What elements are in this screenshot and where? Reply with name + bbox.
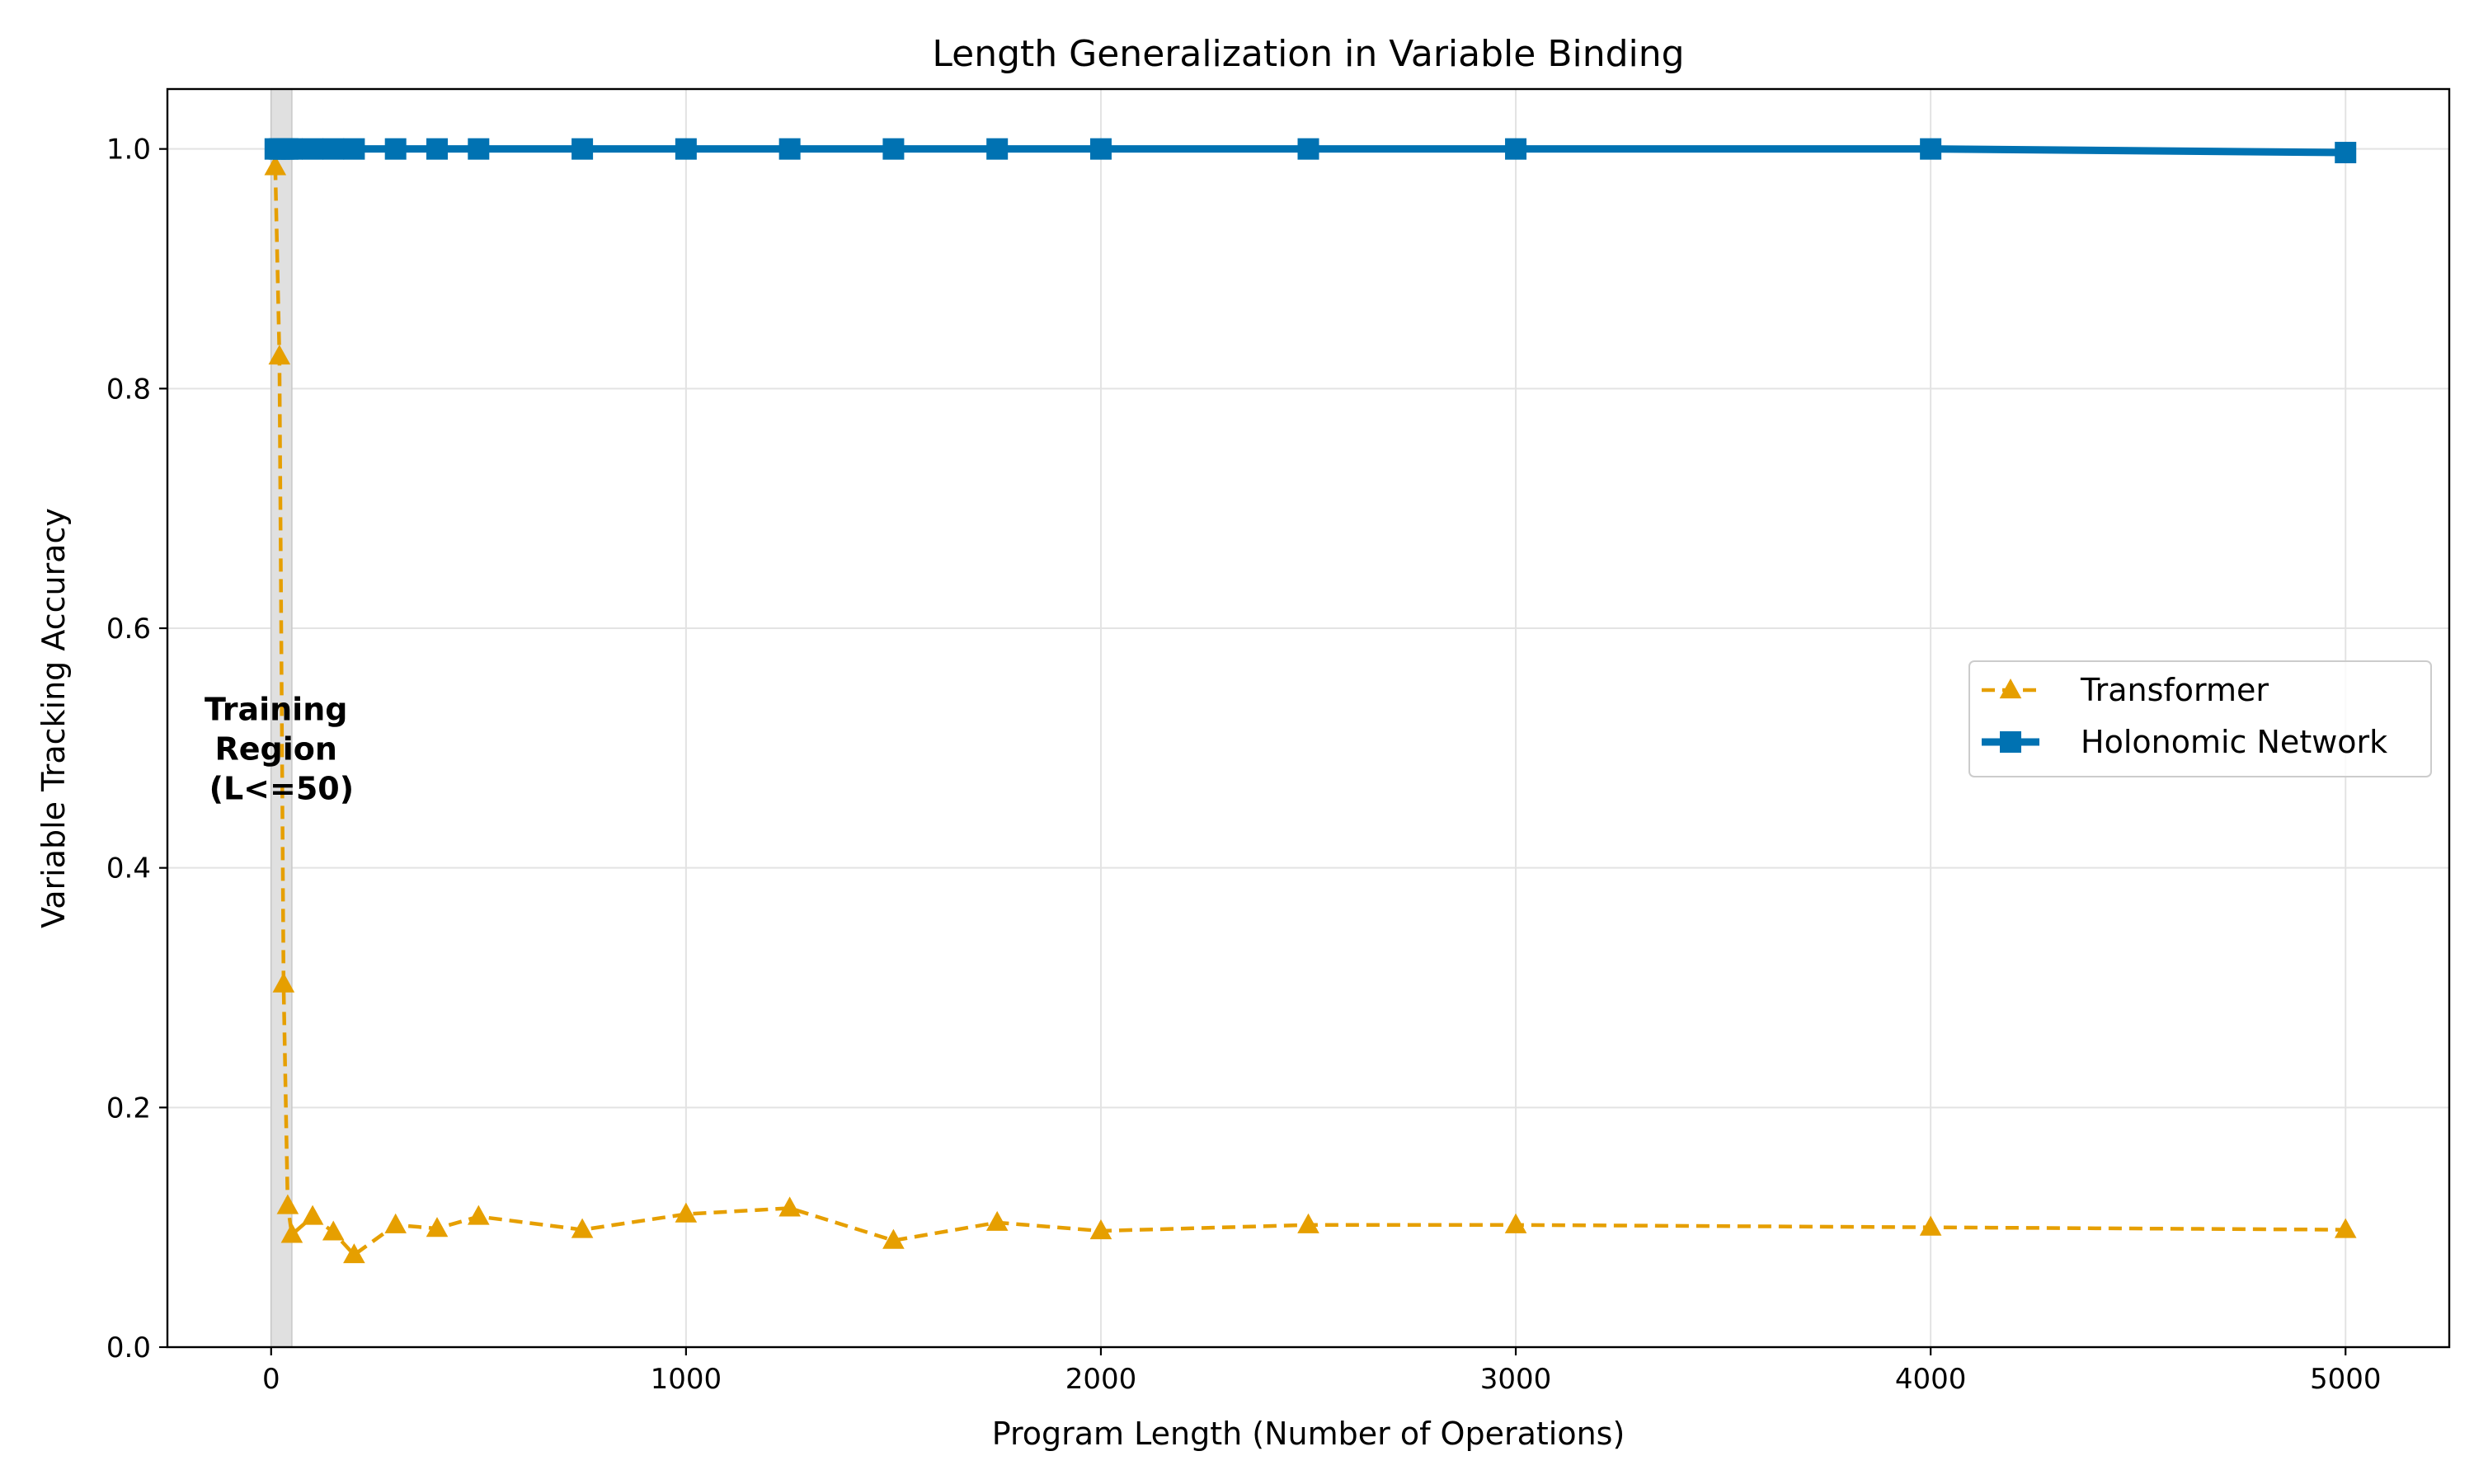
legend-swatch-transformer — [1982, 679, 2039, 699]
x-tick-label: 5000 — [2310, 1363, 2382, 1396]
point-holonomic-network — [280, 138, 303, 160]
training-region-annotation: Training Region (L<=50) — [205, 691, 359, 806]
point-holonomic-network — [778, 138, 801, 160]
point-transformer — [264, 155, 287, 176]
point-holonomic-network — [1505, 138, 1527, 160]
point-transformer — [1089, 1219, 1112, 1240]
plot-frame — [166, 87, 2451, 1349]
x-tick-label: 0 — [262, 1363, 280, 1396]
point-transformer — [675, 1202, 698, 1223]
point-holonomic-network — [384, 138, 407, 160]
point-transformer — [882, 1228, 905, 1249]
point-transformer — [384, 1213, 407, 1233]
chart-title: Length Generalization in Variable Bindin… — [932, 33, 1684, 75]
point-transformer — [426, 1217, 449, 1237]
point-holonomic-network — [322, 138, 345, 160]
x-tick-label: 1000 — [651, 1363, 722, 1396]
point-holonomic-network — [2335, 142, 2357, 164]
series-holonomic-network — [264, 138, 2357, 164]
legend-swatch-holonomic-network — [1982, 731, 2039, 753]
point-transformer — [276, 1194, 299, 1214]
point-transformer — [322, 1220, 345, 1241]
y-tick-label: 0.0 — [106, 1331, 151, 1364]
series-transformer — [264, 155, 2357, 1264]
point-transformer — [2334, 1218, 2357, 1238]
point-holonomic-network — [426, 138, 449, 160]
point-transformer — [301, 1205, 324, 1225]
annotation-line: Training — [205, 691, 348, 727]
point-transformer — [280, 1223, 303, 1243]
point-holonomic-network — [1297, 138, 1319, 160]
point-holonomic-network — [468, 138, 490, 160]
point-transformer — [343, 1243, 365, 1264]
point-holonomic-network — [1089, 138, 1112, 160]
point-transformer — [272, 972, 295, 993]
y-tick-label: 0.4 — [106, 852, 151, 885]
point-transformer — [778, 1196, 801, 1217]
x-tick-label: 2000 — [1065, 1363, 1137, 1396]
x-tick-label: 4000 — [1895, 1363, 1967, 1396]
legend-marker — [1999, 679, 2022, 699]
y-tick-label: 0.8 — [106, 373, 151, 406]
point-holonomic-network — [343, 138, 365, 160]
series-layer — [264, 138, 2357, 1264]
point-transformer — [571, 1218, 594, 1238]
point-transformer — [468, 1205, 490, 1225]
point-transformer — [1504, 1213, 1527, 1233]
point-transformer — [268, 345, 291, 365]
annotation-line: Region — [215, 730, 337, 767]
legend: Transformer Holonomic Network — [1968, 660, 2432, 777]
y-tick-label: 0.2 — [106, 1092, 151, 1125]
point-transformer — [1297, 1213, 1319, 1233]
legend-marker — [2000, 731, 2021, 753]
y-tick-label: 0.6 — [106, 613, 151, 646]
point-transformer — [1919, 1215, 1942, 1236]
y-axis-label: Variable Tracking Accuracy — [35, 508, 72, 928]
legend-label-transformer: Transformer — [2080, 672, 2269, 708]
point-holonomic-network — [1920, 138, 1942, 160]
point-transformer — [985, 1210, 1009, 1231]
axis-ticks: 0 1000 2000 3000 4000 5000 0.0 0.2 0.4 0.6 0.8 1.0 — [106, 134, 2382, 1396]
x-tick-label: 3000 — [1480, 1363, 1552, 1396]
training-region-shade — [270, 88, 293, 1348]
point-holonomic-network — [571, 138, 594, 160]
point-holonomic-network — [882, 138, 905, 160]
x-axis-label: Program Length (Number of Operations) — [992, 1416, 1625, 1452]
annotation-line: (L<=50) — [209, 770, 355, 806]
point-holonomic-network — [302, 138, 324, 160]
legend-label-holonomic-network: Holonomic Network — [2081, 724, 2387, 760]
legend-box — [1968, 660, 2432, 777]
point-holonomic-network — [675, 138, 697, 160]
y-tick-label: 1.0 — [106, 134, 151, 167]
point-holonomic-network — [986, 138, 1009, 160]
